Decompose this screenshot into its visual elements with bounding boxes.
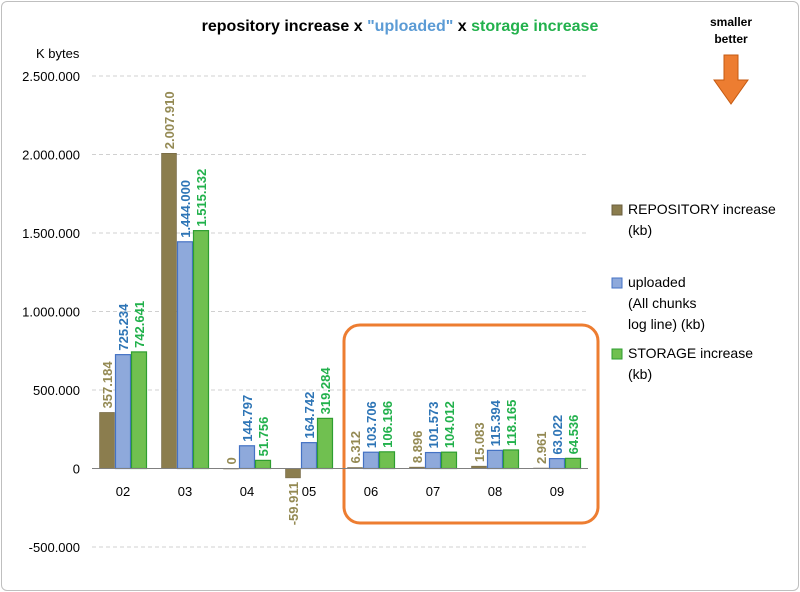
annotation-text: better — [714, 32, 748, 46]
bar-uploaded — [548, 458, 566, 470]
bar-repository — [285, 468, 301, 479]
x-tick-label: 03 — [178, 484, 192, 499]
bar-uploaded — [114, 354, 132, 470]
legend-swatch — [611, 204, 623, 216]
data-label: 1.515.132 — [194, 169, 209, 227]
y-tick-label: 1.000.000 — [22, 305, 80, 320]
bar-uploaded — [486, 449, 504, 470]
y-tick-label: 2.000.000 — [22, 148, 80, 163]
data-label: 103.706 — [364, 401, 379, 448]
legend-label: uploaded — [628, 274, 686, 290]
data-label: 64.536 — [566, 415, 581, 455]
x-tick-label: 04 — [240, 484, 254, 499]
data-label: 51.756 — [256, 417, 271, 457]
legend-label: (kb) — [628, 222, 652, 238]
bar-storage — [130, 351, 148, 470]
legend-label: log line) (kb) — [628, 316, 705, 332]
legend-swatch — [611, 277, 623, 289]
bar-storage — [440, 451, 458, 470]
data-label: 63.022 — [550, 415, 565, 455]
bar-uploaded — [176, 241, 194, 470]
data-label: 15.083 — [472, 422, 487, 462]
data-label: 164.742 — [302, 392, 317, 439]
y-axis-label: K bytes — [36, 46, 80, 61]
bar-storage — [564, 457, 582, 470]
data-label: 2.961 — [534, 431, 549, 464]
bar-uploaded — [238, 445, 256, 470]
bar-repository — [161, 153, 177, 469]
chart-title: repository increase x "uploaded" x stora… — [202, 18, 599, 35]
data-label: 104.012 — [442, 401, 457, 448]
bar-uploaded — [424, 451, 442, 470]
data-label: 8.896 — [410, 431, 425, 464]
x-tick-label: 08 — [488, 484, 502, 499]
bar-storage — [316, 417, 334, 470]
data-label: 118.165 — [504, 400, 519, 446]
bar-storage — [254, 459, 272, 470]
legend-label: STORAGE increase — [628, 345, 753, 361]
legend-swatch — [611, 348, 623, 360]
data-label: 357.184 — [100, 361, 115, 409]
legend-label: (All chunks — [628, 295, 696, 311]
legend-label: (kb) — [628, 366, 652, 382]
data-label: 106.196 — [380, 401, 395, 448]
highlight-box — [342, 323, 600, 525]
data-label: 319.284 — [318, 367, 333, 415]
data-label: 115.394 — [488, 399, 503, 446]
data-label: 742.641 — [132, 301, 147, 348]
data-label: 6.312 — [348, 431, 363, 464]
legend-label: REPOSITORY increase — [628, 201, 776, 217]
bar-repository — [99, 412, 115, 469]
bar-storage — [378, 451, 396, 470]
x-tick-label: 05 — [302, 484, 316, 499]
data-label: 1.444.000 — [178, 180, 193, 238]
annotation-text: smaller — [710, 15, 752, 29]
bar-uploaded — [362, 451, 380, 470]
down-arrow-icon — [713, 54, 749, 105]
x-tick-label: 07 — [426, 484, 440, 499]
x-tick-label: 02 — [116, 484, 130, 499]
data-label: 101.573 — [426, 402, 441, 449]
data-label: 725.234 — [116, 303, 131, 351]
data-label: 2.007.910 — [162, 91, 177, 149]
x-tick-label: 06 — [364, 484, 378, 499]
y-tick-label: 0 — [73, 462, 80, 477]
y-tick-label: -500.000 — [29, 540, 80, 555]
x-tick-label: 09 — [550, 484, 564, 499]
y-tick-label: 500.000 — [33, 383, 80, 398]
data-label: 0 — [224, 457, 239, 464]
y-tick-label: 2.500.000 — [22, 69, 80, 84]
bar-storage — [192, 230, 210, 470]
y-tick-label: 1.500.000 — [22, 226, 80, 241]
bar-uploaded — [300, 442, 318, 470]
data-label: -59.911 — [286, 482, 301, 525]
bar-storage — [502, 449, 520, 470]
data-label: 144.797 — [240, 395, 255, 442]
